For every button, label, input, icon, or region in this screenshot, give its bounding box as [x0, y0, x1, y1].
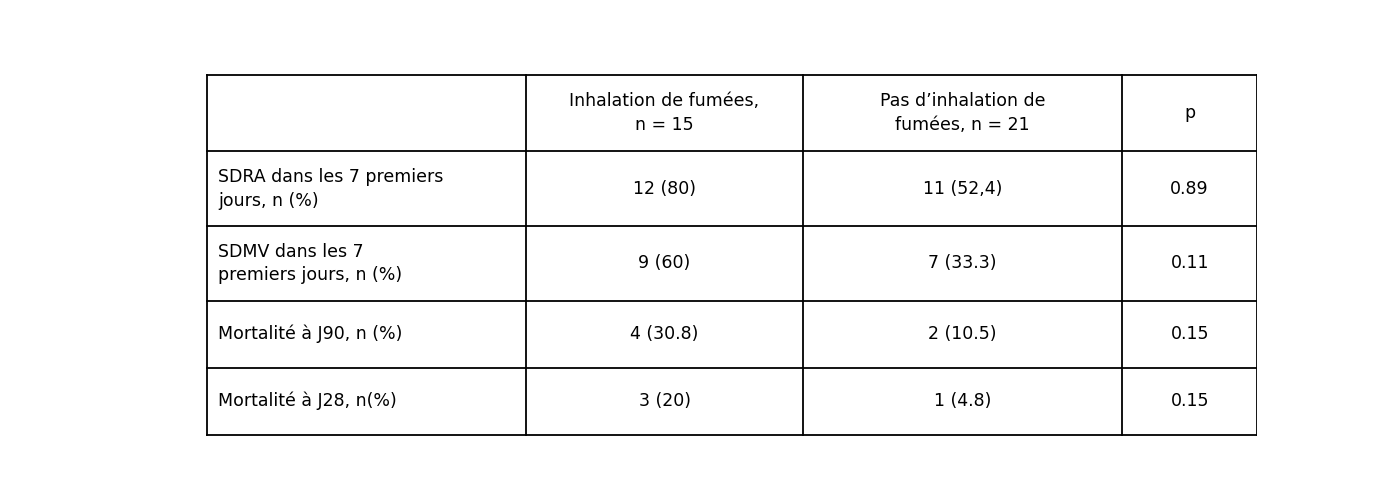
Text: 1 (4.8): 1 (4.8): [933, 392, 990, 410]
Text: 7 (33.3): 7 (33.3): [928, 254, 996, 272]
Text: p: p: [1185, 104, 1196, 122]
Text: Inhalation de fumées,
n = 15: Inhalation de fumées, n = 15: [570, 92, 760, 134]
Text: 9 (60): 9 (60): [638, 254, 690, 272]
Text: Mortalité à J28, n(%): Mortalité à J28, n(%): [218, 392, 397, 411]
Text: 0.15: 0.15: [1171, 392, 1208, 410]
Text: 3 (20): 3 (20): [638, 392, 690, 410]
Text: 2 (10.5): 2 (10.5): [928, 325, 996, 343]
Text: 0.11: 0.11: [1171, 254, 1208, 272]
Text: 0.89: 0.89: [1171, 180, 1208, 198]
Text: Mortalité à J90, n (%): Mortalité à J90, n (%): [218, 325, 402, 343]
Text: 4 (30.8): 4 (30.8): [630, 325, 698, 343]
Text: Pas d’inhalation de
fumées, n = 21: Pas d’inhalation de fumées, n = 21: [880, 92, 1045, 134]
Text: SDRA dans les 7 premiers
jours, n (%): SDRA dans les 7 premiers jours, n (%): [218, 168, 443, 210]
Text: 11 (52,4): 11 (52,4): [922, 180, 1002, 198]
Text: 0.15: 0.15: [1171, 325, 1208, 343]
Text: 12 (80): 12 (80): [633, 180, 696, 198]
Text: SDMV dans les 7
premiers jours, n (%): SDMV dans les 7 premiers jours, n (%): [218, 243, 402, 284]
